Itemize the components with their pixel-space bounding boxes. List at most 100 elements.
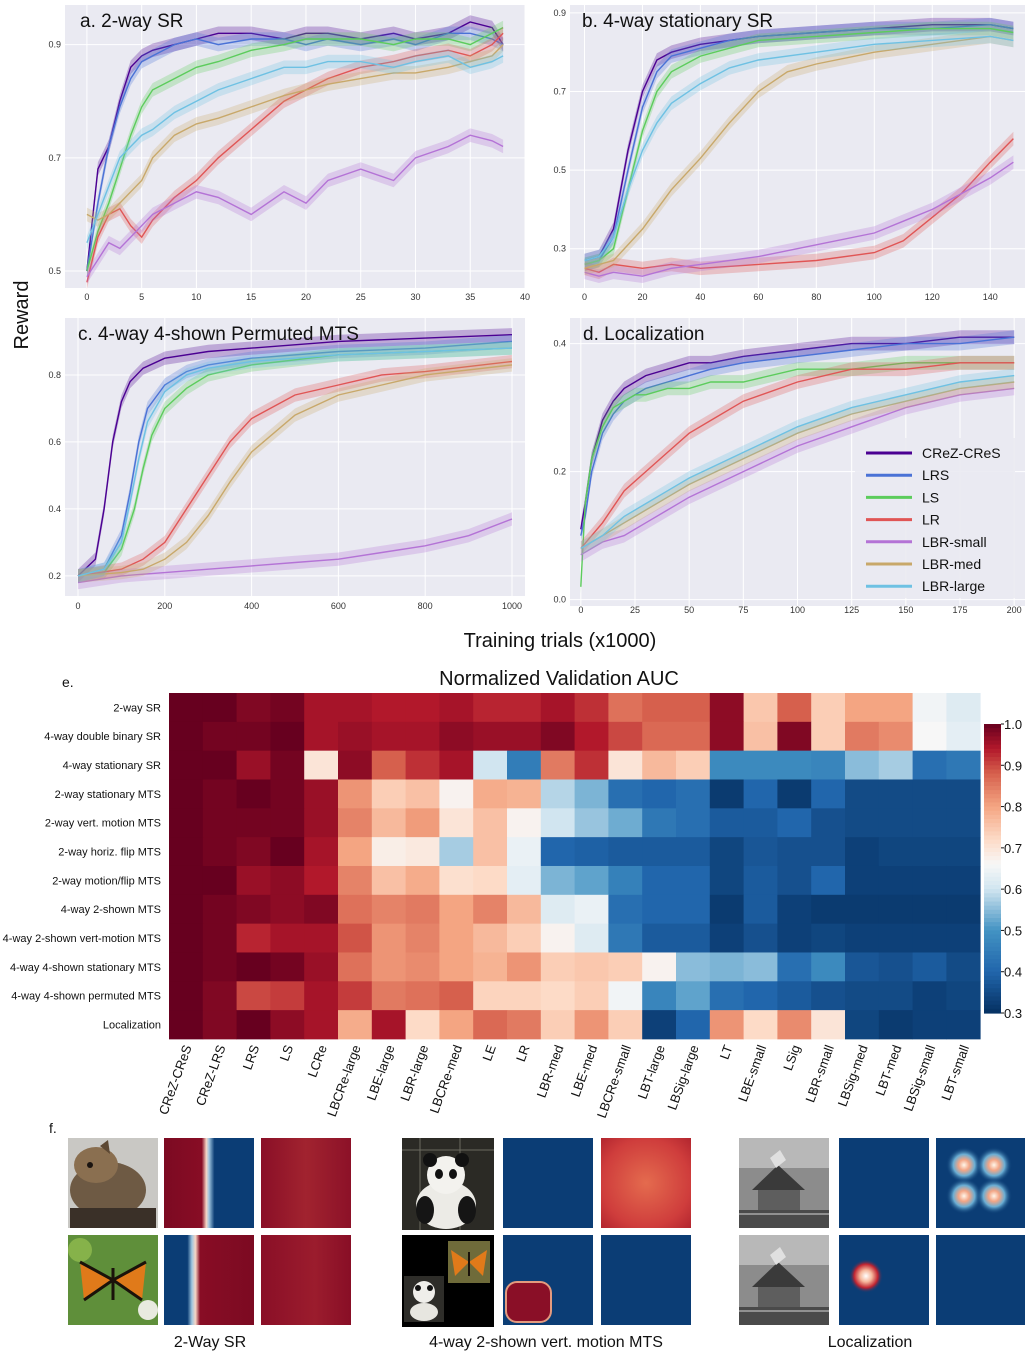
heatmap-row-label: Localization <box>103 1020 161 1032</box>
heatmap-cell <box>473 693 508 723</box>
heatmap-cell <box>608 693 643 723</box>
heatmap-cell <box>743 721 778 752</box>
heatmap-column-label: LBR-small <box>802 1043 837 1105</box>
heatmap-cell <box>304 923 339 953</box>
heatmap-cell <box>608 923 643 953</box>
heatmap-cell <box>811 981 846 1011</box>
colorbar-step <box>984 885 1001 890</box>
heatmap-cell <box>709 693 744 723</box>
x-tick-label: 175 <box>952 605 967 615</box>
heatmap-cell <box>709 808 744 838</box>
heatmap-row-label: 2-way stationary MTS <box>55 789 161 801</box>
heatmap-cell <box>236 981 271 1011</box>
heatmap-row-label: 4-way 2-shown vert-motion MTS <box>3 933 161 945</box>
heatmap-cell <box>608 952 643 982</box>
heatmap-cell <box>540 837 575 867</box>
legend-label: LBR-small <box>922 534 987 550</box>
heatmap-cell <box>777 894 812 925</box>
band-LBR-med <box>584 29 1014 276</box>
heatmap-cell <box>338 750 373 780</box>
x-tick-label: 15 <box>246 292 256 302</box>
heatmap-cell <box>473 837 508 867</box>
heatmap-cell <box>236 952 271 982</box>
heatmap-cell <box>405 894 440 925</box>
heatmap-cell <box>270 894 305 925</box>
heatmap-cell <box>304 952 339 982</box>
colorbar-tick-label: 0.8 <box>1004 800 1022 815</box>
x-tick-label: 125 <box>844 605 859 615</box>
heatmap-cell <box>236 1010 271 1040</box>
panel-b-lines <box>584 17 1014 283</box>
x-tick-label: 800 <box>418 601 433 611</box>
heatmap-cell <box>169 750 204 780</box>
heatmap-cell <box>642 894 677 925</box>
y-tick-label: 0.4 <box>48 504 61 514</box>
photo-monarch-butterfly <box>68 1235 158 1325</box>
colorbar-step <box>984 992 1001 998</box>
heatmap-cell <box>439 779 474 809</box>
heatmap-cell <box>743 779 778 809</box>
heatmap-cell <box>270 721 305 752</box>
heatmap-cell <box>270 750 305 780</box>
heatmap-cell <box>845 1010 880 1040</box>
colorbar-tick-label: 0.5 <box>1004 923 1022 938</box>
line-LBR-large <box>580 374 1015 550</box>
heatmap-cell <box>811 779 846 809</box>
map-mts-soft-1 <box>601 1138 691 1228</box>
line-LR <box>584 138 1014 274</box>
heatmap-cell <box>304 894 339 925</box>
heatmap-cell <box>169 952 204 982</box>
heatmap-cell <box>439 721 474 752</box>
colorbar-step <box>984 996 1001 1002</box>
legend-box <box>855 438 1015 598</box>
panel-c-chart: 0 200 400 600 800 1000 0.2 0.4 0.6 0.8 c. 4-way 4… <box>48 318 525 611</box>
colorbar-step <box>984 893 1001 898</box>
panel-b-plot-area <box>570 5 1025 288</box>
heatmap-cell <box>473 750 508 780</box>
heatmap-cell <box>169 894 204 925</box>
heatmap-cell <box>709 981 744 1011</box>
panel-c-lines <box>77 328 513 590</box>
heatmap-column-label: CReZ-LRS <box>193 1043 229 1108</box>
colorbar-step <box>984 860 1001 865</box>
colorbar-step <box>984 839 1001 845</box>
colorbar-tick-label: 1.0 <box>1004 717 1022 732</box>
heatmap-cell <box>304 865 339 896</box>
heatmap-cell <box>507 779 542 809</box>
heatmap-column-label: LRS <box>240 1043 263 1072</box>
heatmap-cell <box>709 865 744 896</box>
line-LBR-small <box>580 387 1015 556</box>
colorbar-step <box>984 868 1001 874</box>
colorbar-step <box>984 847 1001 853</box>
heatmap-cell <box>338 1010 373 1040</box>
heatmap-cell <box>371 693 406 723</box>
map-loc-quad-spot-3 <box>946 1178 982 1214</box>
heatmap-cell <box>912 808 947 838</box>
heatmap-cell <box>642 750 677 780</box>
heatmap-column-label: LBE-med <box>568 1043 601 1099</box>
panel-a-ticks: 0 5 10 15 20 25 30 35 40 0.5 0.7 0.9 <box>48 40 530 302</box>
colorbar-step <box>984 736 1001 742</box>
x-tick-label: 400 <box>244 601 259 611</box>
heatmap-cell <box>405 779 440 809</box>
heatmap-column-label: LBE-large <box>364 1043 398 1102</box>
heatmap-cell <box>777 981 812 1011</box>
heatmap-cell <box>642 952 677 982</box>
colorbar-step <box>984 967 1001 973</box>
line-CReZ-CReS <box>77 334 513 577</box>
heatmap-cell <box>236 865 271 896</box>
heatmap-cell <box>439 837 474 867</box>
heatmap-cell <box>912 693 947 723</box>
heatmap-cell <box>946 808 981 838</box>
colorbar-step <box>984 938 1001 944</box>
colorbar-tick-label: 0.3 <box>1004 1006 1022 1021</box>
colorbar-step <box>984 728 1001 733</box>
heatmap-cell <box>608 865 643 896</box>
x-tick-label: 40 <box>520 292 530 302</box>
line-LR <box>86 32 504 283</box>
heatmap-cell <box>912 837 947 867</box>
map-mts-blue-1 <box>503 1138 593 1228</box>
heatmap-cell <box>169 693 204 723</box>
heatmap-cell <box>473 779 508 809</box>
heatmap-cell <box>878 865 913 896</box>
